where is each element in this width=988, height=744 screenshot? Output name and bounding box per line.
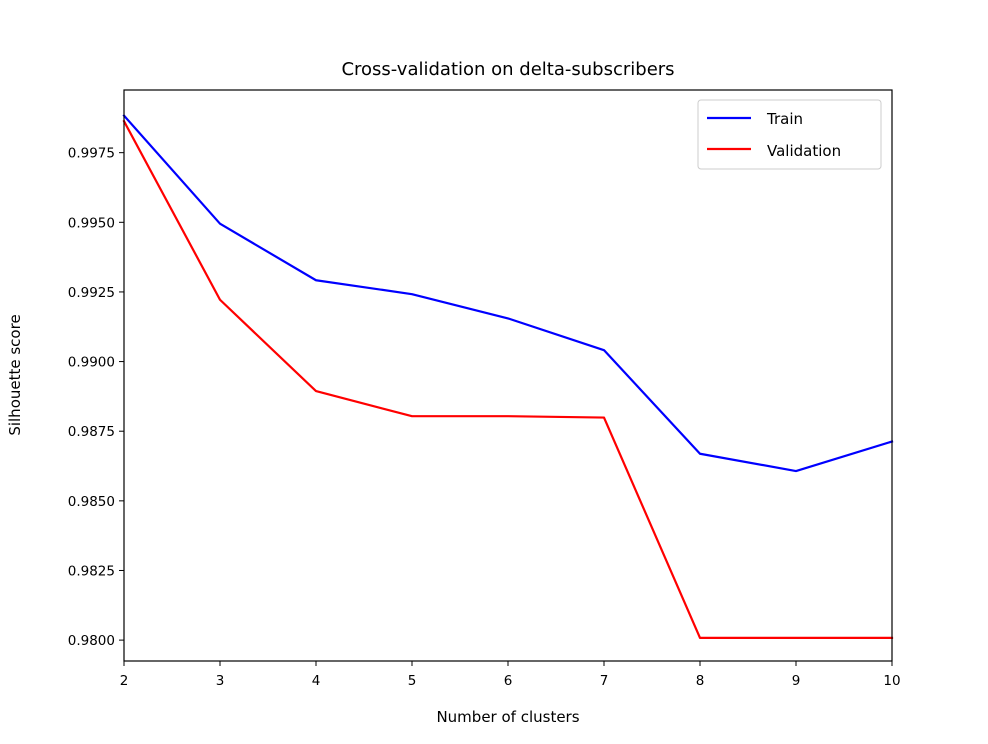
x-tick-label: 4: [312, 673, 321, 689]
x-tick-label: 5: [408, 673, 417, 689]
ticks-layer: 2 3 4 5 6 7 8 9 10 0.9800 0.9825 0.9850 0.9875 0.9900…: [68, 146, 901, 689]
x-tick-label: 7: [600, 673, 609, 689]
legend-train-label: Train: [766, 110, 803, 128]
y-tick-label: 0.9875: [68, 424, 115, 440]
y-axis-label: Silhouette score: [6, 314, 24, 435]
y-tick-label: 0.9900: [68, 355, 115, 371]
y-tick-label: 0.9975: [68, 146, 115, 162]
series-line-train: [122, 114, 894, 473]
y-tick-label: 0.9825: [68, 563, 115, 579]
plot-frame: [123, 89, 893, 662]
legend-validation-label: Validation: [767, 142, 841, 160]
x-tick-label: 2: [120, 673, 129, 689]
x-tick-label: 6: [504, 673, 513, 689]
y-tick-label: 0.9850: [68, 494, 115, 510]
x-tick-label: 3: [216, 673, 225, 689]
x-tick-label: 9: [792, 673, 801, 689]
x-tick-label: 8: [696, 673, 705, 689]
y-tick-label: 0.9925: [68, 285, 115, 301]
y-tick-label: 0.9800: [68, 633, 115, 649]
legend: Train Validation: [697, 99, 882, 170]
x-tick-label: 10: [883, 673, 900, 689]
series-layer: [122, 114, 894, 639]
chart-title: Cross-validation on delta-subscribers: [341, 59, 674, 80]
y-tick-label: 0.9950: [68, 215, 115, 231]
series-line-validation: [122, 119, 894, 639]
x-axis-label: Number of clusters: [436, 708, 579, 726]
